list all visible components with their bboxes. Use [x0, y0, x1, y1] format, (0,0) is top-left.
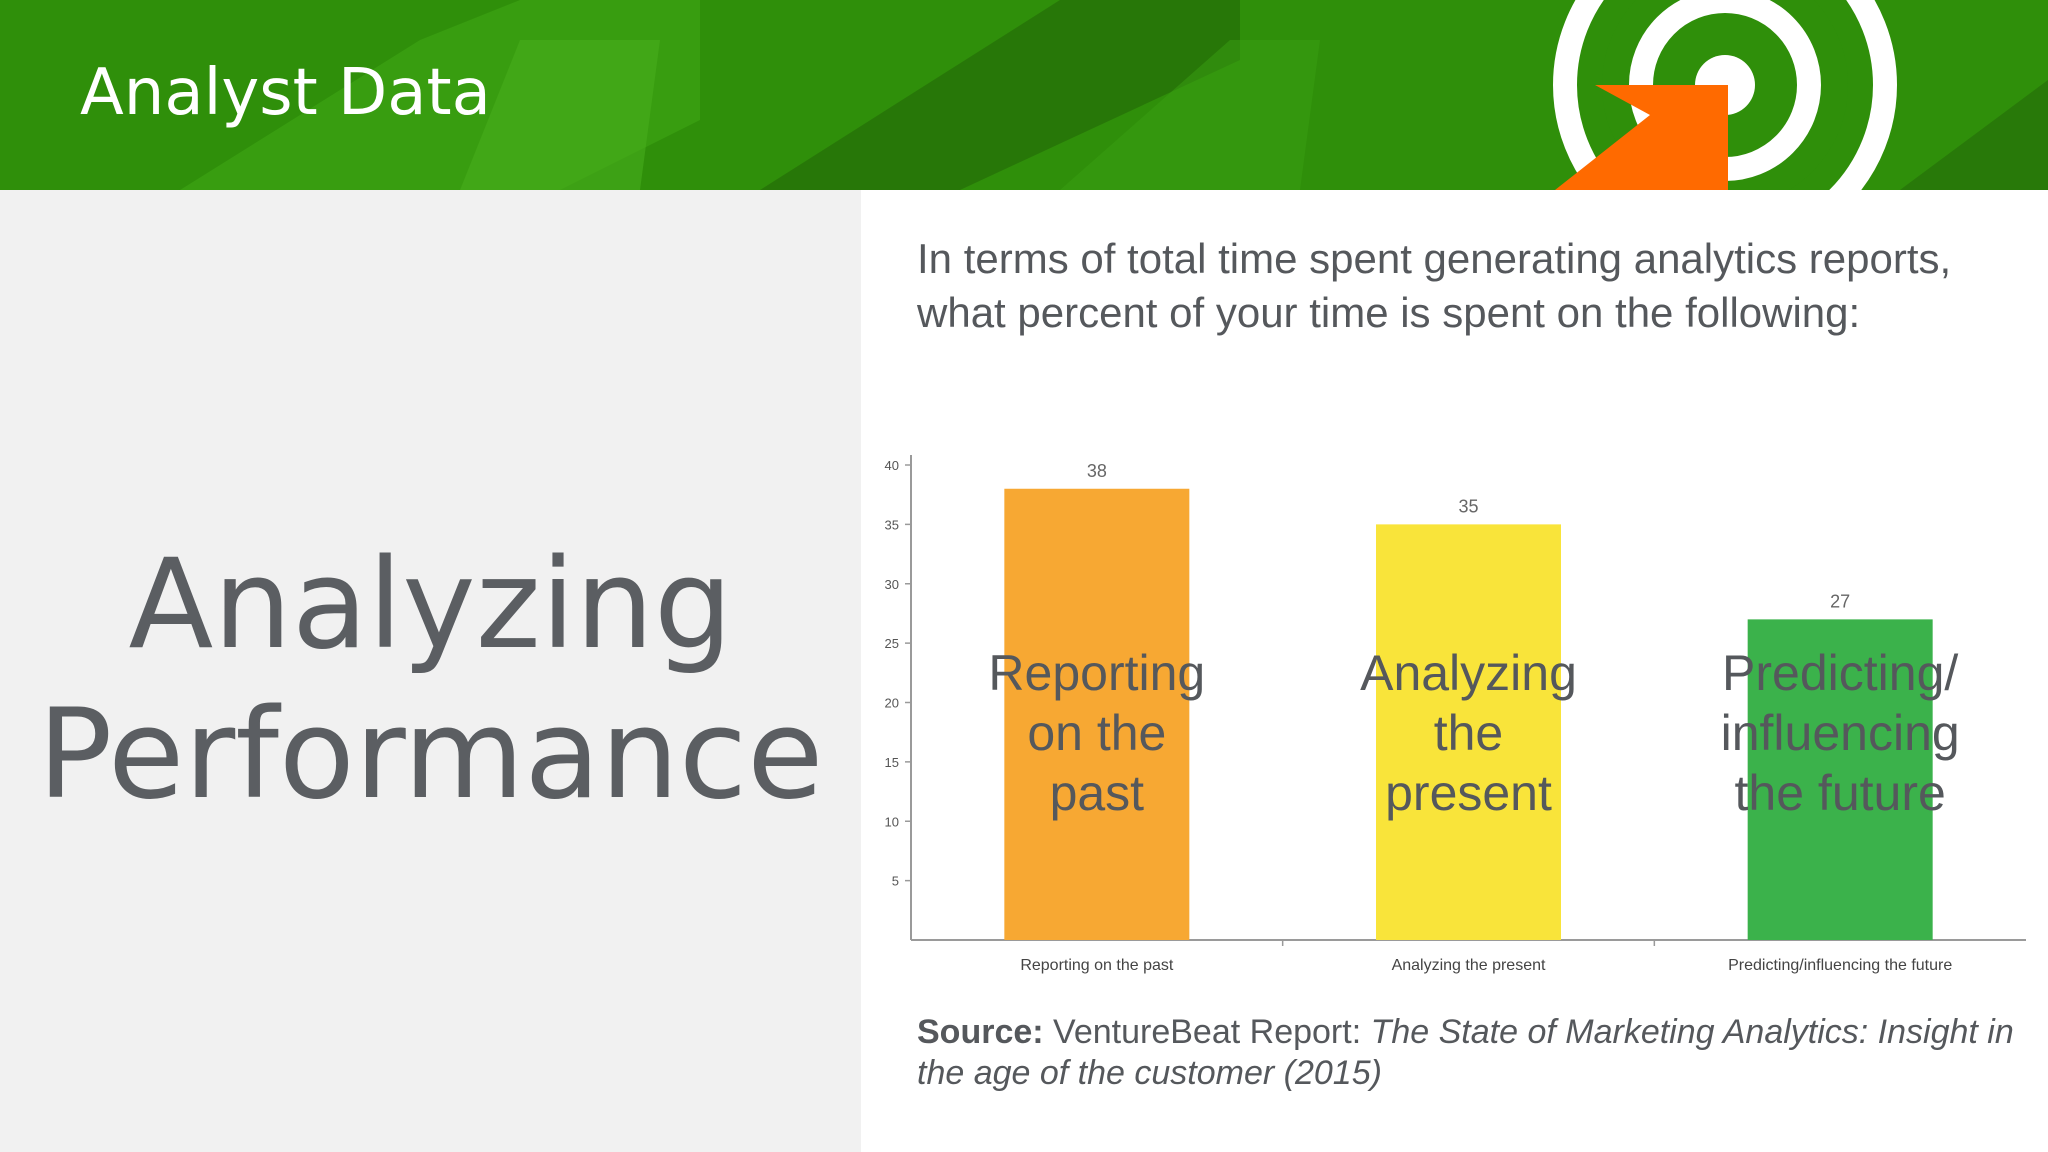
bar-overlay-label: on the [1027, 705, 1166, 761]
x-tick-label: Predicting/influencing the future [1728, 957, 1952, 974]
survey-question: In terms of total time spent generating … [917, 235, 1952, 336]
source-publisher: VentureBeat Report: [1053, 1013, 1362, 1051]
y-tick-label: 15 [885, 755, 899, 770]
bar-overlay-label: the [1434, 705, 1504, 761]
bar [1004, 488, 1190, 940]
y-tick-label: 5 [892, 874, 899, 889]
y-tick-label: 35 [885, 517, 899, 532]
header-graphic [0, 0, 2048, 190]
bar-overlay-label: Reporting [988, 645, 1205, 701]
data-label: 35 [1458, 496, 1478, 516]
header-banner: Analyst Data [0, 0, 2048, 190]
bar-overlay-label: past [1050, 765, 1145, 821]
bar [1747, 619, 1933, 940]
bar-overlay-label: the future [1735, 765, 1946, 821]
arrow-decor-3 [760, 0, 1240, 190]
bar-overlay-label: influencing [1721, 705, 1960, 761]
section-title-line2: Performance [37, 683, 824, 827]
x-tick-label: Reporting on the past [1020, 957, 1174, 974]
source-citation: Source: VentureBeat Report: The State of… [917, 1012, 2017, 1094]
page-title: Analyst Data [80, 56, 491, 130]
y-tick-label: 30 [885, 577, 899, 592]
bar-overlay-label: present [1385, 765, 1552, 821]
arrow-decor-4 [1060, 40, 1320, 190]
bar-overlay-label: Analyzing [1360, 645, 1577, 701]
source-label: Source: [917, 1013, 1044, 1051]
y-tick-label: 10 [885, 814, 899, 829]
x-tick-label: Analyzing the present [1392, 957, 1546, 974]
section-title: Analyzing Performance [0, 530, 861, 830]
source-title: The State of Marketing Analytics: Insigh… [917, 1013, 2014, 1092]
left-panel: Analyzing Performance [0, 190, 861, 1152]
arrow-decor-2 [460, 40, 660, 190]
bar [1376, 524, 1561, 940]
section-title-line1: Analyzing [128, 533, 733, 677]
bar-chart: 5 10 15 20 25 30 35 40 38 Reporting on the past Re… [885, 455, 2026, 974]
bar-overlay-label: Predicting/ [1722, 645, 1958, 701]
y-tick-label: 20 [885, 696, 899, 711]
y-tick-label: 40 [885, 458, 899, 473]
data-label: 38 [1087, 461, 1107, 481]
arrow-icon [1555, 85, 1728, 190]
data-label: 27 [1830, 591, 1850, 611]
y-tick-label: 25 [885, 636, 899, 651]
arrow-decor-5 [1900, 80, 2048, 190]
